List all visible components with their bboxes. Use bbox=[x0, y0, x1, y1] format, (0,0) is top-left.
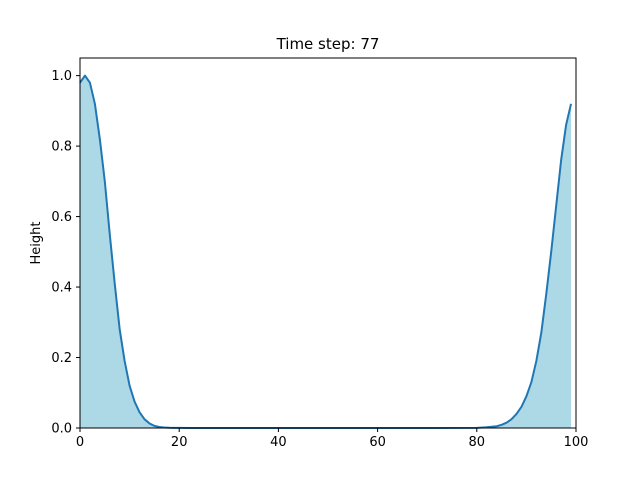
x-tick-label: 0 bbox=[76, 435, 84, 450]
x-tick-label: 80 bbox=[469, 435, 486, 450]
y-tick-label: 0.4 bbox=[51, 281, 72, 296]
x-tick-label: 20 bbox=[171, 435, 188, 450]
x-tick-label: 40 bbox=[270, 435, 287, 450]
y-tick-label: 0.2 bbox=[51, 351, 72, 366]
series-area-fill bbox=[80, 75, 572, 429]
y-tick-label: 0.0 bbox=[51, 422, 72, 437]
y-tick-label: 1.0 bbox=[51, 69, 72, 84]
y-tick-label: 0.6 bbox=[51, 210, 72, 225]
plot-frame bbox=[79, 57, 577, 429]
y-tick-label: 0.8 bbox=[51, 140, 72, 155]
axis-ticks: 0 20 40 60 80 100 0.0 0.2 0.4 0.6 0.8 1.0 bbox=[51, 69, 588, 450]
y-axis-label: Height bbox=[29, 222, 44, 265]
chart-title: Time step: 77 bbox=[276, 35, 380, 53]
x-tick-label: 60 bbox=[369, 435, 386, 450]
x-tick-label: 100 bbox=[564, 435, 589, 450]
